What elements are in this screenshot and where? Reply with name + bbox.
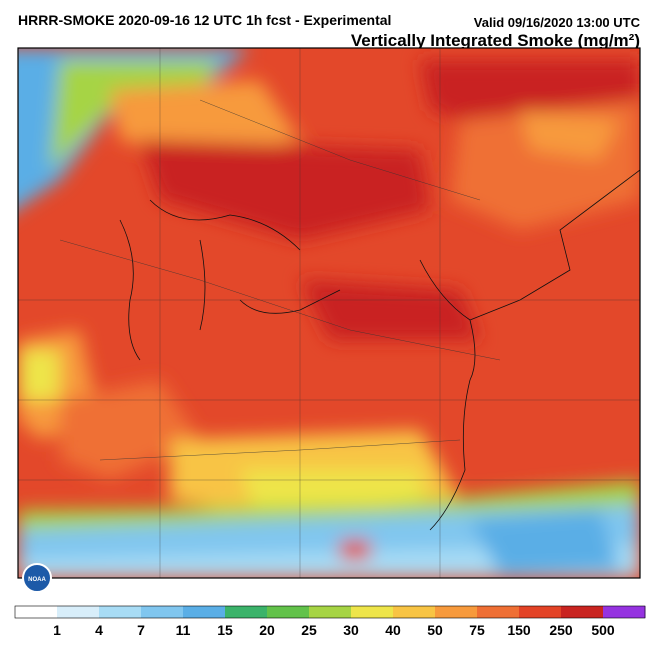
colorbar-swatch <box>99 606 142 618</box>
logo: NOAA <box>22 563 52 593</box>
colorbar-swatch <box>393 606 436 618</box>
colorbar-swatch <box>477 606 520 618</box>
colorbar-label: 7 <box>137 622 145 638</box>
colorbar-swatch <box>57 606 100 618</box>
colorbar-label: 75 <box>469 622 485 638</box>
colorbar-swatch <box>183 606 226 618</box>
boundaries <box>18 48 640 578</box>
colorbar-swatch <box>15 606 58 618</box>
subtitle: Vertically Integrated Smoke (mg/m²) <box>351 31 640 50</box>
colorbar-label: 50 <box>427 622 443 638</box>
colorbar-swatch <box>351 606 394 618</box>
colorbar-label: 150 <box>507 622 531 638</box>
colorbar-swatch <box>603 606 646 618</box>
colorbar-swatch <box>141 606 184 618</box>
field-blobs <box>18 48 640 578</box>
colorbar-label: 1 <box>53 622 61 638</box>
colorbar-swatch <box>435 606 478 618</box>
logo-text: NOAA <box>28 577 46 583</box>
colorbar-label: 40 <box>385 622 401 638</box>
colorbar-label: 25 <box>301 622 317 638</box>
colorbar-swatch <box>267 606 310 618</box>
colorbar-label: 500 <box>591 622 615 638</box>
colorbar-label: 30 <box>343 622 359 638</box>
colorbar-label: 15 <box>217 622 233 638</box>
colorbar-swatch <box>309 606 352 618</box>
logo-badge <box>22 563 52 593</box>
colorbar-label: 20 <box>259 622 275 638</box>
smoke-field <box>18 48 640 578</box>
map-frame <box>17 47 641 579</box>
colorbar-label: 4 <box>95 622 103 638</box>
title: HRRR-SMOKE 2020-09-16 12 UTC 1h fcst - E… <box>18 12 391 28</box>
valid-time: Valid 09/16/2020 13:00 UTC <box>474 15 641 30</box>
colorbar-label: 11 <box>176 622 191 638</box>
colorbar-swatch <box>225 606 268 618</box>
colorbar-swatch <box>519 606 562 618</box>
colorbar-label: 250 <box>549 622 573 638</box>
colorbar-frame <box>14 605 646 619</box>
colorbar: 1 4 7 11 15 20 25 30 40 50 75 150 250 500 <box>14 605 646 638</box>
colorbar-swatch <box>561 606 604 618</box>
